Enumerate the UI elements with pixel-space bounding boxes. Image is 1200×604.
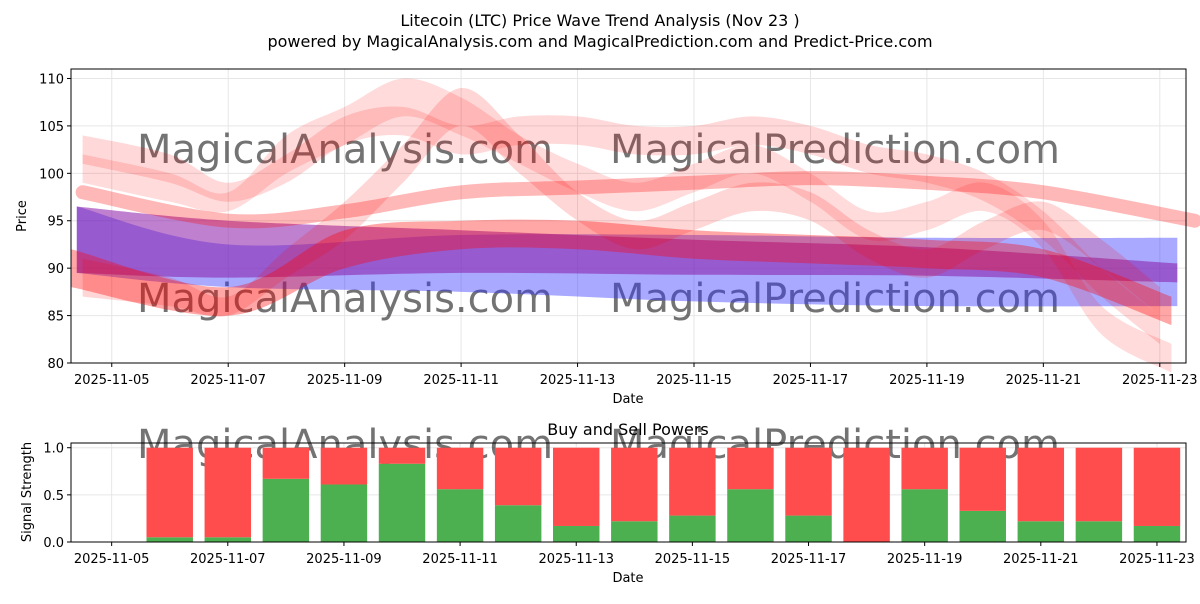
price-x-tick-label: 2025-11-23 bbox=[1122, 373, 1198, 388]
price-x-label: Date bbox=[612, 392, 643, 407]
chart-subtitle: powered by MagicalAnalysis.com and Magic… bbox=[267, 32, 932, 51]
price-y-label: Price bbox=[15, 200, 30, 232]
sell-bar bbox=[320, 447, 368, 485]
sell-bar bbox=[494, 447, 542, 506]
power-y-tick-label: 0.5 bbox=[43, 489, 64, 504]
buy-bar bbox=[146, 537, 193, 542]
sell-bar bbox=[436, 447, 484, 490]
price-band-red-wave-4 bbox=[82, 106, 1160, 344]
sell-bar bbox=[727, 447, 774, 490]
price-x-tick-label: 2025-11-17 bbox=[773, 373, 849, 388]
price-x-tick-label: 2025-11-13 bbox=[540, 373, 616, 388]
sell-bar bbox=[146, 447, 193, 538]
power-x-tick-label: 2025-11-15 bbox=[655, 552, 731, 567]
watermark-left-bottom: MagicalAnalysis.com bbox=[137, 276, 553, 322]
watermark-right-top: MagicalPrediction.com bbox=[610, 127, 1060, 173]
sell-bar bbox=[843, 447, 890, 542]
price-plot-frame bbox=[70, 68, 1187, 364]
sell-bar bbox=[378, 447, 426, 464]
sell-bar bbox=[785, 447, 832, 516]
sell-bar bbox=[669, 447, 716, 516]
price-x-ticks: 2025-11-05 2025-11-07 2025-11-09 2025-11-11… bbox=[74, 363, 1198, 388]
power-x-tick-label: 2025-11-17 bbox=[771, 552, 847, 567]
price-y-tick-label: 90 bbox=[47, 262, 64, 277]
price-y-tick-label: 80 bbox=[47, 357, 64, 372]
price-x-tick-label: 2025-11-05 bbox=[74, 373, 150, 388]
power-x-tick-label: 2025-11-13 bbox=[538, 552, 614, 567]
sell-bar bbox=[611, 447, 658, 522]
power-y-tick-label: 1.0 bbox=[43, 442, 64, 457]
price-y-tick-label: 85 bbox=[47, 310, 64, 325]
buy-bar bbox=[1133, 525, 1181, 542]
buy-bar bbox=[378, 463, 426, 542]
power-x-tick-label: 2025-11-19 bbox=[887, 552, 963, 567]
power-x-tick-label: 2025-11-09 bbox=[306, 552, 382, 567]
buy-bar bbox=[553, 525, 600, 542]
buy-bar bbox=[727, 489, 774, 542]
price-band-red-wave-2 bbox=[75, 171, 1200, 229]
buy-bar bbox=[320, 484, 368, 542]
price-x-tick-label: 2025-11-09 bbox=[307, 373, 383, 388]
power-y-ticks: 0.0 0.5 1.0 bbox=[43, 442, 71, 551]
bar-chart-title: Buy and Sell Powers bbox=[547, 420, 709, 439]
price-x-tick-label: 2025-11-15 bbox=[656, 373, 732, 388]
sell-bar bbox=[1017, 447, 1065, 522]
buy-bar bbox=[1075, 521, 1123, 542]
power-x-tick-label: 2025-11-23 bbox=[1119, 552, 1195, 567]
power-x-tick-label: 2025-11-21 bbox=[1003, 552, 1079, 567]
sell-bar bbox=[1133, 447, 1181, 526]
buy-bar bbox=[1017, 521, 1065, 542]
power-y-tick-label: 0.0 bbox=[43, 536, 64, 551]
buy-bar bbox=[785, 515, 832, 542]
power-x-tick-label: 2025-11-11 bbox=[422, 552, 498, 567]
watermark-left-top: MagicalAnalysis.com bbox=[137, 127, 553, 173]
chart-title: Litecoin (LTC) Price Wave Trend Analysis… bbox=[400, 11, 799, 30]
buy-bar bbox=[204, 537, 252, 542]
buy-bar bbox=[436, 489, 484, 542]
power-bars bbox=[146, 447, 1181, 542]
price-bands bbox=[71, 78, 1200, 373]
sell-bar bbox=[262, 447, 310, 479]
price-watermarks: MagicalAnalysis.com MagicalPrediction.co… bbox=[137, 127, 1060, 322]
power-x-tick-label: 2025-11-07 bbox=[190, 552, 266, 567]
power-x-ticks: 2025-11-05 2025-11-07 2025-11-09 2025-11-11… bbox=[74, 542, 1195, 567]
buy-bar bbox=[669, 515, 716, 542]
buy-bar bbox=[901, 489, 948, 542]
sell-bar bbox=[553, 447, 600, 526]
sell-bar bbox=[204, 447, 252, 538]
price-band-purple-band bbox=[76, 206, 1178, 283]
sell-bar bbox=[901, 447, 948, 490]
sell-bar bbox=[959, 447, 1006, 511]
buy-bar bbox=[611, 521, 658, 542]
power-x-tick-label: 2025-11-05 bbox=[74, 552, 150, 567]
price-y-tick-label: 105 bbox=[39, 120, 64, 135]
price-x-tick-label: 2025-11-19 bbox=[889, 373, 965, 388]
price-y-tick-label: 95 bbox=[47, 215, 64, 230]
buy-bar bbox=[959, 510, 1006, 542]
price-band-red-wave-5 bbox=[82, 87, 1160, 317]
power-y-label: Signal Strength bbox=[20, 442, 35, 542]
price-x-tick-label: 2025-11-11 bbox=[423, 373, 499, 388]
price-band-red-wave-1 bbox=[71, 219, 1172, 326]
power-plot-frame bbox=[70, 442, 1187, 543]
price-x-tick-label: 2025-11-21 bbox=[1006, 373, 1082, 388]
buy-bar bbox=[494, 505, 542, 542]
price-y-ticks: 80 85 90 95 100 105 110 bbox=[39, 72, 71, 372]
power-x-label: Date bbox=[612, 571, 643, 586]
price-y-tick-label: 110 bbox=[39, 72, 64, 87]
price-x-tick-label: 2025-11-07 bbox=[190, 373, 266, 388]
price-y-tick-label: 100 bbox=[39, 167, 64, 182]
watermark-right-bottom: MagicalPrediction.com bbox=[610, 276, 1060, 322]
sell-bar bbox=[1075, 447, 1123, 522]
buy-bar bbox=[262, 478, 310, 542]
